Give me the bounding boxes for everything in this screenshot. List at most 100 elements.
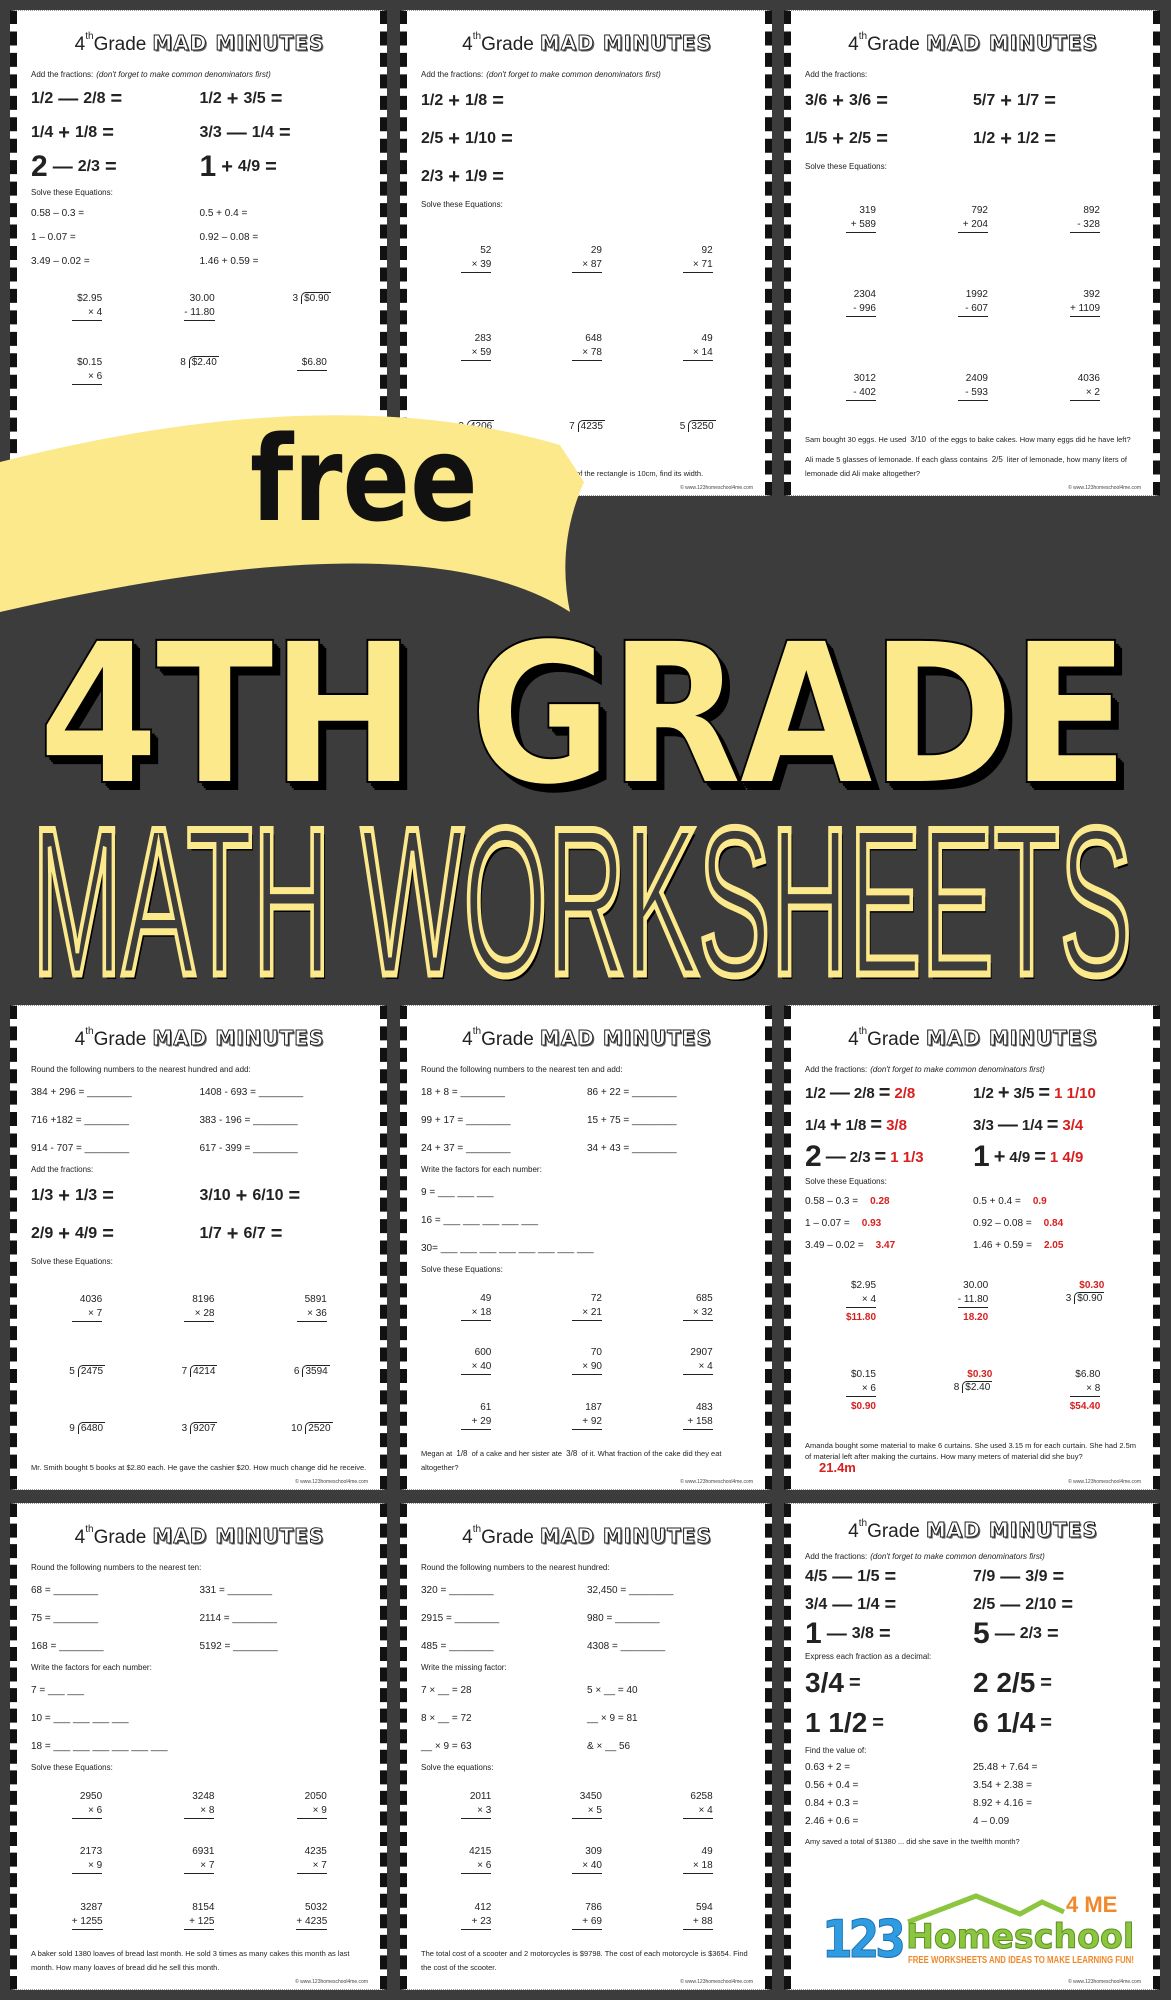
copyright-footer: © www.123homeschool4me.com — [295, 1479, 368, 1485]
division-line: 5 2475 — [69, 1364, 106, 1377]
top-number: 49 — [701, 1846, 713, 1858]
problem-row: 18 + 8 = ________ 86 + 22 = ________ — [421, 1077, 753, 1105]
problem-section: 2950 × 6 3248 × 8 2050 × 9 2173 × 9 6931 × 7 4235 ×… — [31, 1775, 368, 1941]
division-line: 9 6480 — [69, 1421, 106, 1434]
operator: + — [993, 1146, 1006, 1168]
fraction: 1/4 — [857, 1596, 880, 1613]
bottom-number: × 36 — [296, 1307, 327, 1322]
vertical-problem: $0.15 × 6 $0.90 — [846, 1368, 876, 1414]
title-grade: Grade — [867, 34, 920, 55]
equation-text: 99 + 17 = ________ — [421, 1115, 511, 1126]
problem-row: 319 + 589 792 + 204 892 - 328 — [805, 200, 1141, 233]
vertical-problem: 3287 + 1255 — [71, 1901, 103, 1930]
operator: = — [501, 128, 513, 150]
problem-item: 4036 × 7 — [72, 1289, 103, 1322]
problem-row: 914 - 707 = ________ 617 - 399 = ________ — [31, 1133, 368, 1161]
problem-item: $2.95 × 4 $11.80 — [846, 1275, 877, 1325]
division-line: 7 4214 — [182, 1364, 218, 1377]
problem-item: 3.49 – 0.02 = 3.47 — [805, 1235, 973, 1253]
problem-row: 9 6480 3 9207 10 2520 — [31, 1418, 368, 1436]
divisor: 5 — [69, 1365, 75, 1377]
bottom-number: × 40 — [461, 1360, 492, 1376]
division-line: 8 $2.40 — [954, 1381, 993, 1394]
bottom-number: + 92 — [571, 1415, 602, 1431]
fraction: 2/8 — [853, 1084, 875, 1102]
vertical-problem: 4215 × 6 — [461, 1845, 492, 1875]
bottom-number: + 125 — [184, 1915, 215, 1930]
answer: 18.20 — [963, 1311, 989, 1323]
fraction-expression: 1/2—2/8 = 2/8 — [805, 1083, 915, 1103]
problem-item: 1 1/2 = — [805, 1709, 973, 1737]
bottom-number: + 158 — [682, 1415, 713, 1431]
bottom-number: - 996 — [846, 302, 876, 317]
problem-item: 1992 - 607 — [958, 284, 988, 317]
operator: = — [1044, 90, 1056, 112]
section-instruction: Round the following numbers to the neare… — [31, 1563, 368, 1572]
equation-text: 2915 = ________ — [421, 1613, 500, 1624]
top-number: 70 — [590, 1347, 602, 1359]
worksheet-title: 4thGrade MAD MINUTES — [421, 1524, 753, 1549]
operator: + — [448, 166, 460, 188]
top-number: 30.00 — [189, 292, 215, 304]
problem-item: 25.48 + 7.64 = — [973, 1757, 1141, 1775]
operator: = — [102, 1223, 114, 1245]
top-number: 2409 — [965, 373, 988, 385]
title-number: 4 — [848, 1521, 859, 1542]
vertical-problem: 412 + 23 — [461, 1901, 492, 1930]
problem-row: 4215 × 6 309 × 40 49 × 18 — [421, 1841, 753, 1875]
vertical-problem: 49 × 18 — [461, 1292, 492, 1321]
top-number: 6258 — [690, 1791, 713, 1803]
title-brand: MAD MINUTES — [925, 1026, 1098, 1051]
word-text: of a cake and her sister ate — [471, 1449, 563, 1458]
whole-number: 2 — [805, 1140, 822, 1173]
bottom-number: + 29 — [461, 1415, 492, 1431]
problem-row: $2.95 × 4 30.00 - 11.80 3 $0.90 — [31, 288, 368, 321]
vertical-problem: 30.00 - 11.80 18.20 — [957, 1279, 989, 1325]
fraction: 3/6 — [848, 92, 872, 109]
equation-text: 617 - 399 = ________ — [199, 1143, 298, 1154]
fraction: 1/2 — [31, 90, 54, 107]
bottom-number: × 32 — [682, 1306, 713, 1321]
problem-row: 4036 × 7 8196 × 28 5891 × 36 — [31, 1289, 368, 1322]
fraction: 1/2 — [973, 1084, 994, 1102]
problem-item: 3 $0.90 — [293, 288, 332, 321]
problem-item: 7 4214 — [182, 1361, 218, 1379]
problem-section: 18 + 8 = ________ 86 + 22 = ________ 99 + … — [421, 1077, 753, 1161]
top-number: 4036 — [79, 1293, 103, 1305]
equation-text: 10 = ___ ___ ___ ___ — [31, 1713, 129, 1724]
top-number: 2907 — [690, 1347, 713, 1359]
vertical-problem: 594 + 88 — [682, 1901, 713, 1930]
instruction-text: Write the factors for each number: — [421, 1165, 542, 1174]
operator: — — [997, 1114, 1018, 1136]
problem-row: 168 = ________ 5192 = ________ — [31, 1631, 368, 1659]
vertical-problem: 2950 × 6 — [72, 1790, 103, 1820]
problem-section: 3/4 = 2 2/5 = 1 1/2 = 6 1/4 = — [805, 1663, 1141, 1743]
problem-item: 2—2/3 = — [31, 152, 200, 182]
fraction: 3/9 — [1025, 1568, 1048, 1585]
title-brand: MAD MINUTES — [152, 1026, 325, 1051]
equation-text: 716 +182 = ________ — [31, 1115, 129, 1126]
fraction: 1/2 — [973, 130, 996, 147]
problem-row: 2173 × 9 6931 × 7 4235 × 7 — [31, 1841, 368, 1875]
instruction-note: (don't forget to make common denominator… — [870, 1065, 1045, 1074]
bottom-number: + 69 — [571, 1915, 602, 1930]
top-number: 30.00 — [963, 1279, 989, 1291]
fraction-expression: 1/4 +1/8 = — [31, 123, 114, 143]
whole-number: 1 — [805, 1617, 822, 1650]
problem-item: 1/3 +1/3 = — [31, 1186, 200, 1206]
bottom-number: × 40 — [571, 1859, 602, 1875]
word-problem: The total cost of a scooter and 2 motorc… — [421, 1947, 753, 1975]
problem-row: 716 +182 = ________ 383 - 196 = ________ — [31, 1105, 368, 1133]
title-superscript: th — [472, 1026, 482, 1037]
fraction: 1 1/2 — [805, 1707, 868, 1738]
whole-number: 1 — [973, 1140, 990, 1173]
problem-row: 2/3 +1/9 = — [421, 158, 753, 196]
problem-item: 320 = ________ — [421, 1580, 587, 1598]
problem-item: 392 + 1109 — [1069, 284, 1101, 317]
vertical-problem: 1992 - 607 — [958, 288, 988, 317]
operator: = — [874, 1146, 887, 1168]
equation-text: 168 = ________ — [31, 1641, 104, 1652]
bottom-number: × 3 — [461, 1804, 492, 1820]
problem-section: 320 = ________ 32,450 = ________ 2915 = __… — [421, 1575, 753, 1659]
equation-text: 34 + 43 = ________ — [587, 1143, 677, 1154]
